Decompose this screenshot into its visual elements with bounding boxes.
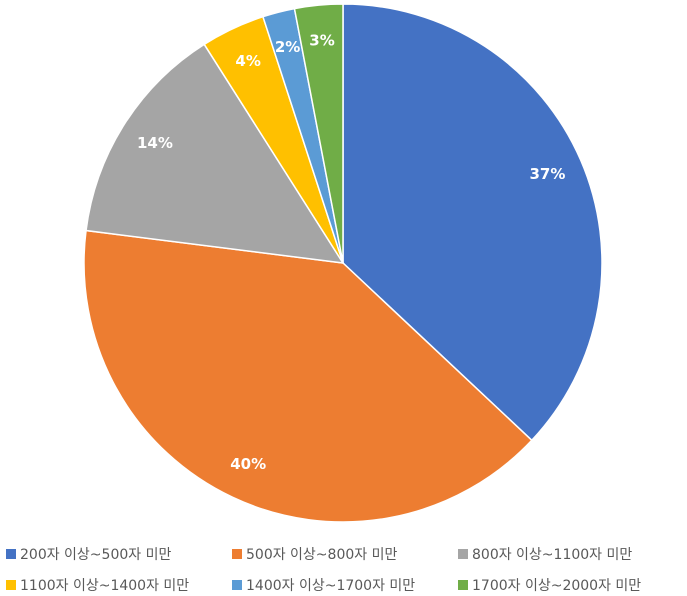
data-label: 3% <box>309 32 334 50</box>
pie-slice <box>83 229 533 523</box>
legend-item: 800자 이상~1100자 미만 <box>458 538 684 569</box>
legend-label: 800자 이상~1100자 미만 <box>472 546 633 563</box>
pie-slice <box>293 3 344 264</box>
legend-swatch <box>232 548 242 559</box>
legend-item: 1700자 이상~2000자 미만 <box>458 569 684 596</box>
legend-label: 1700자 이상~2000자 미만 <box>472 577 642 594</box>
data-label: 4% <box>235 52 260 70</box>
legend-label: 1100자 이상~1400자 미만 <box>20 577 190 594</box>
legend-item: 500자 이상~800자 미만 <box>232 538 458 569</box>
legend-item: 1400자 이상~1700자 미만 <box>232 569 458 596</box>
legend: 200자 이상~500자 미만 500자 이상~800자 미만 800자 이상~11… <box>6 538 686 596</box>
legend-swatch <box>6 579 16 590</box>
data-label: 2% <box>275 38 300 56</box>
pie-area: 37% 40% 14% 4% 2% 3% <box>83 3 603 523</box>
legend-label: 500자 이상~800자 미만 <box>246 546 398 563</box>
data-label: 40% <box>230 455 266 473</box>
legend-item: 1100자 이상~1400자 미만 <box>6 569 232 596</box>
data-label: 14% <box>137 134 173 152</box>
legend-swatch <box>232 579 242 590</box>
pie-slice <box>342 3 603 442</box>
data-label: 37% <box>529 165 565 183</box>
legend-item: 200자 이상~500자 미만 <box>6 538 232 569</box>
legend-swatch <box>6 548 16 559</box>
legend-swatch <box>458 579 468 590</box>
legend-label: 200자 이상~500자 미만 <box>20 546 172 563</box>
legend-swatch <box>458 548 468 559</box>
pie-slice <box>85 43 345 264</box>
legend-label: 1400자 이상~1700자 미만 <box>246 577 416 594</box>
